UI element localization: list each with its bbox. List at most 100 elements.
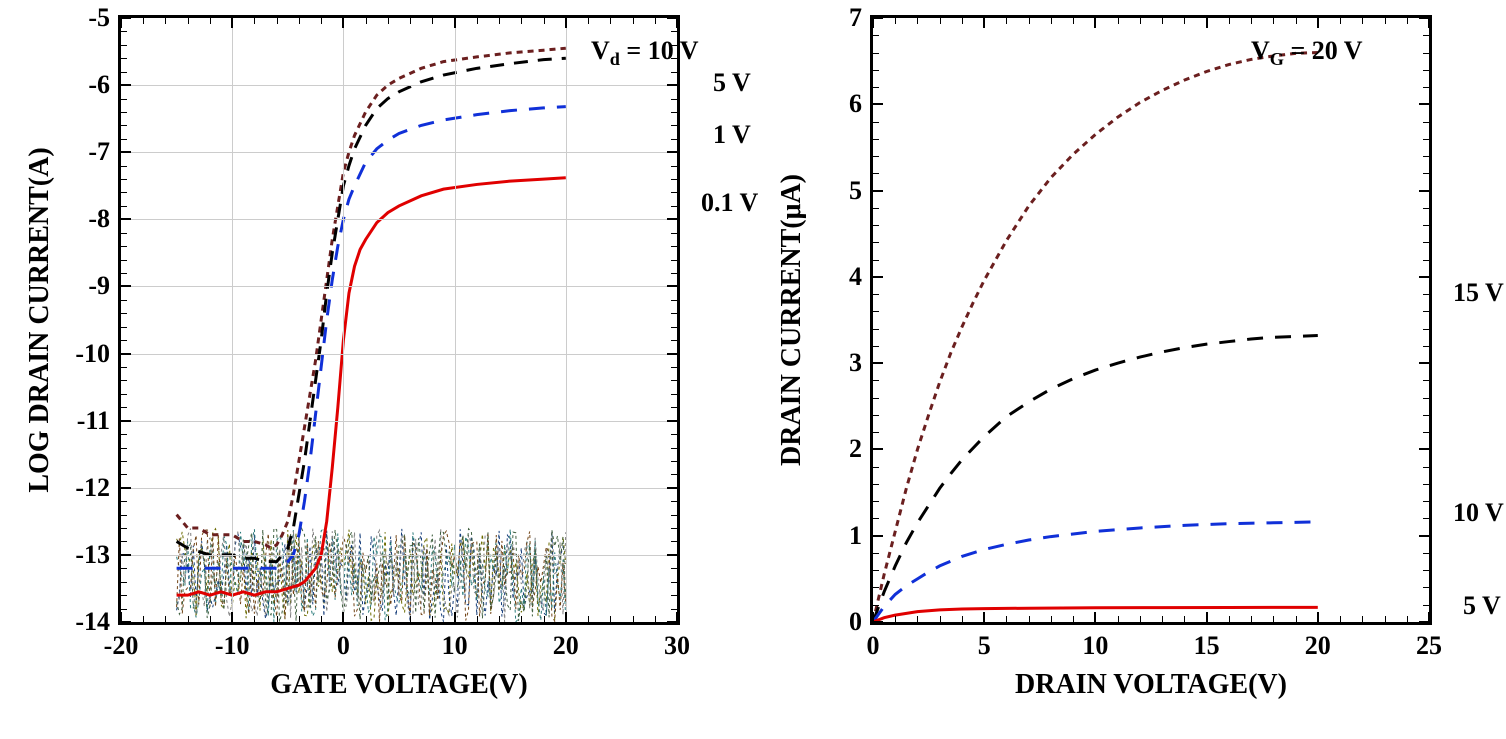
minor-tick-top	[1273, 18, 1274, 24]
series-curve	[873, 53, 1318, 622]
minor-tick-left	[873, 587, 879, 588]
minor-tick-right	[1423, 70, 1429, 71]
minor-tick-right	[1423, 173, 1429, 174]
minor-tick-left	[873, 87, 879, 88]
figure: LOG DRAIN CURRENT(A) GATE VOLTAGE(V) -20…	[0, 0, 1506, 739]
minor-tick-left	[873, 605, 879, 606]
minor-tick-top	[1184, 18, 1185, 24]
minor-tick-bottom	[895, 616, 896, 622]
minor-tick-right	[1423, 208, 1429, 209]
minor-tick-right	[1423, 329, 1429, 330]
tick-right	[1419, 362, 1429, 364]
tick-bottom	[983, 612, 985, 622]
minor-tick-right	[1423, 35, 1429, 36]
tick-right	[1419, 18, 1429, 19]
minor-tick-left	[873, 294, 879, 295]
minor-tick-left	[873, 208, 879, 209]
minor-tick-left	[873, 570, 879, 571]
minor-tick-top	[1051, 18, 1052, 24]
minor-tick-left	[873, 553, 879, 554]
minor-tick-left	[873, 432, 879, 433]
minor-tick-top	[1251, 18, 1252, 24]
minor-tick-left	[873, 242, 879, 243]
y-tick-label: 1	[849, 521, 862, 551]
minor-tick-right	[1423, 587, 1429, 588]
minor-tick-top	[940, 18, 941, 24]
minor-tick-top	[962, 18, 963, 24]
tick-top	[983, 18, 985, 28]
y-tick-label: 5	[849, 176, 862, 206]
tick-left	[873, 18, 883, 19]
minor-tick-right	[1423, 294, 1429, 295]
minor-tick-left	[873, 501, 879, 502]
tick-right	[1419, 535, 1429, 537]
minor-tick-top	[1340, 18, 1341, 24]
minor-tick-right	[1423, 156, 1429, 157]
x-tick-label: 20	[1305, 631, 1331, 661]
minor-tick-right	[1423, 260, 1429, 261]
y-tick-label: 2	[849, 434, 862, 464]
minor-tick-right	[1423, 225, 1429, 226]
minor-tick-left	[873, 70, 879, 71]
minor-tick-right	[1423, 467, 1429, 468]
minor-tick-bottom	[1340, 616, 1341, 622]
minor-tick-top	[917, 18, 918, 24]
x-tick-label: 5	[978, 631, 991, 661]
minor-tick-left	[873, 139, 879, 140]
series-label: 10 V	[1453, 498, 1504, 528]
minor-tick-bottom	[1140, 616, 1141, 622]
y-tick-label: 4	[849, 262, 862, 292]
minor-tick-right	[1423, 415, 1429, 416]
minor-tick-bottom	[962, 616, 963, 622]
tick-top	[1094, 18, 1096, 28]
minor-tick-top	[1140, 18, 1141, 24]
y-tick-label: 0	[849, 607, 862, 637]
x-tick-label: 25	[1416, 631, 1442, 661]
minor-tick-right	[1423, 432, 1429, 433]
minor-tick-top	[1073, 18, 1074, 24]
right-x-axis-label: DRAIN VOLTAGE(V)	[1015, 669, 1287, 701]
minor-tick-bottom	[1184, 616, 1185, 622]
minor-tick-right	[1423, 484, 1429, 485]
minor-tick-left	[873, 156, 879, 157]
minor-tick-top	[1362, 18, 1363, 24]
minor-tick-bottom	[1051, 616, 1052, 622]
minor-tick-right	[1423, 380, 1429, 381]
minor-tick-right	[1423, 53, 1429, 54]
tick-right	[1419, 276, 1429, 278]
series-label: VG = 20 V	[1251, 36, 1363, 70]
minor-tick-bottom	[1029, 616, 1030, 622]
minor-tick-bottom	[1273, 616, 1274, 622]
minor-tick-right	[1423, 605, 1429, 606]
minor-tick-left	[873, 225, 879, 226]
minor-tick-bottom	[917, 616, 918, 622]
right-y-axis-label: DRAIN CURRENT(μA)	[776, 174, 808, 466]
right-plot-area	[870, 15, 1432, 625]
minor-tick-right	[1423, 242, 1429, 243]
tick-right	[1419, 190, 1429, 192]
tick-top	[873, 18, 874, 28]
minor-tick-top	[1229, 18, 1230, 24]
tick-top	[1428, 18, 1429, 28]
x-tick-label: 15	[1194, 631, 1220, 661]
minor-tick-left	[873, 260, 879, 261]
tick-bottom	[1094, 612, 1096, 622]
minor-tick-right	[1423, 122, 1429, 123]
minor-tick-left	[873, 380, 879, 381]
minor-tick-top	[1407, 18, 1408, 24]
tick-left	[873, 276, 883, 278]
x-tick-label: 0	[867, 631, 880, 661]
tick-left	[873, 103, 883, 105]
tick-bottom	[1317, 612, 1319, 622]
tick-right	[1419, 621, 1429, 622]
minor-tick-top	[1296, 18, 1297, 24]
minor-tick-top	[1006, 18, 1007, 24]
minor-tick-bottom	[1296, 616, 1297, 622]
minor-tick-right	[1423, 553, 1429, 554]
minor-tick-bottom	[1073, 616, 1074, 622]
right-panel: DRAIN CURRENT(μA) DRAIN VOLTAGE(V) 05101…	[0, 0, 1506, 739]
minor-tick-right	[1423, 570, 1429, 571]
right-plot-inner	[873, 18, 1429, 622]
minor-tick-top	[1029, 18, 1030, 24]
tick-left	[873, 535, 883, 537]
